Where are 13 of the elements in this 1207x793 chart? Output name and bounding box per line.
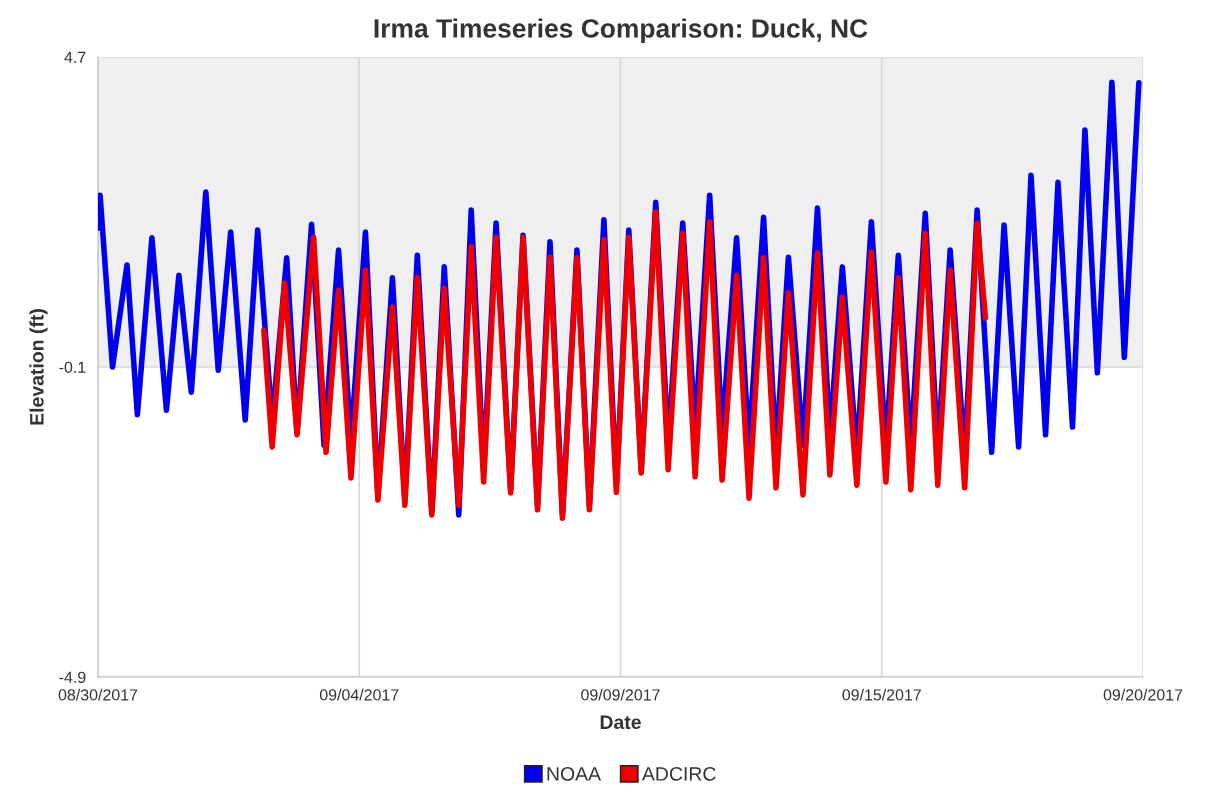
x-axis-title: Date <box>600 715 641 730</box>
y-tick-label: 4.7 <box>64 51 86 63</box>
y-axis-title: Elevation (ft) <box>29 309 48 425</box>
x-tick-label: 09/04/2017 <box>319 688 399 701</box>
y-tick-label: -4.9 <box>59 671 86 683</box>
legend-label: NOAA <box>547 767 602 781</box>
x-tick-label: 09/15/2017 <box>842 688 921 701</box>
chart-title: Irma Timeseries Comparison: Duck, NC <box>374 18 868 44</box>
x-tick-label: 09/20/2017 <box>1103 688 1183 701</box>
y-tick-label: -0.1 <box>59 361 86 373</box>
x-tick-label: 09/09/2017 <box>581 688 660 701</box>
x-tick-label: 08/30/2017 <box>58 688 138 701</box>
legend-label: ADCIRC <box>641 767 716 781</box>
